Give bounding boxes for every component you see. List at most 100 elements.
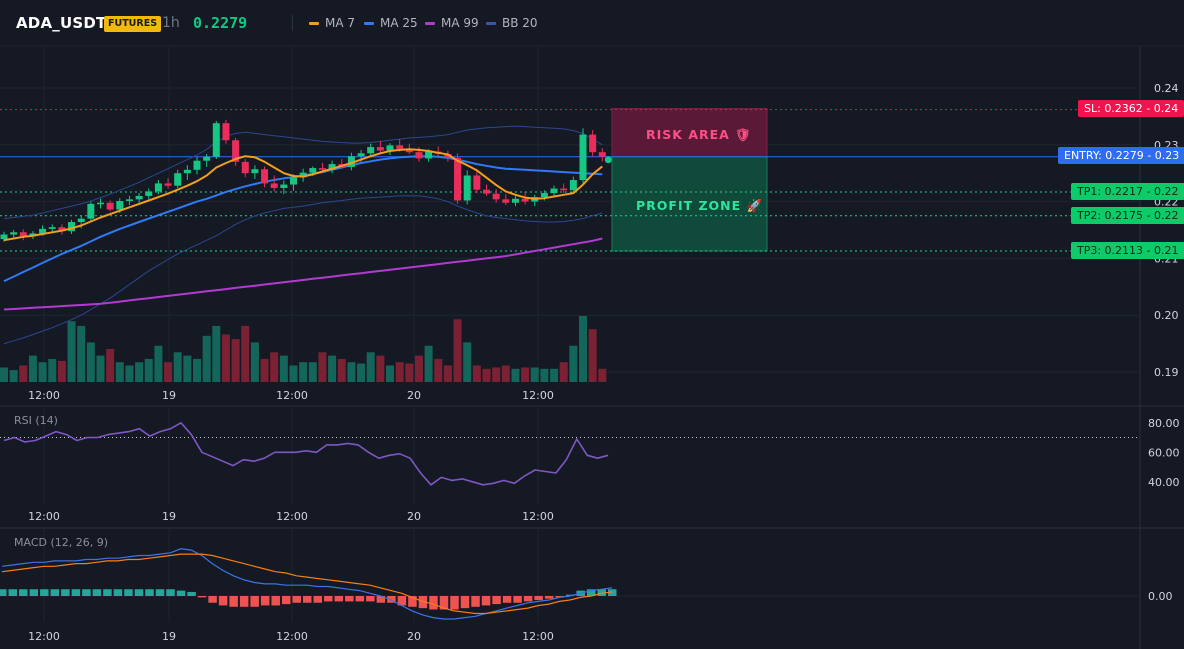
volume-bar — [395, 362, 404, 382]
candle-body — [540, 193, 548, 198]
time-axis-label: 19 — [162, 510, 176, 523]
macd-histogram-bar — [502, 596, 512, 603]
sl-tag-label: SL: 0.2362 — [1084, 102, 1143, 115]
candle-body — [183, 169, 191, 174]
macd-histogram-bar — [597, 589, 606, 596]
candle-body — [116, 201, 124, 210]
ma99-swatch-icon — [425, 21, 435, 25]
time-axis-label: 19 — [162, 630, 176, 643]
candle-body — [145, 191, 153, 196]
candle-body — [347, 156, 355, 167]
price-axis-tick: 0.20 — [1154, 309, 1179, 322]
macd-histogram-bar — [608, 589, 617, 596]
volume-bar — [115, 362, 124, 382]
candle-body — [77, 218, 85, 223]
macd-histogram-bar — [513, 596, 522, 603]
volume-bar — [492, 367, 501, 382]
volume-bar — [279, 355, 288, 382]
candle-body — [0, 234, 8, 240]
macd-histogram-bar — [82, 589, 91, 596]
volume-bar — [48, 358, 57, 382]
macd-histogram-bar — [50, 589, 60, 596]
volume-bar — [9, 370, 18, 382]
macd-histogram-bar — [334, 596, 344, 602]
macd-histogram-bar — [92, 589, 102, 596]
legend-bb20-label: BB 20 — [502, 16, 538, 30]
volume-bar — [579, 316, 587, 382]
price-axis-tick: 0.24 — [1154, 82, 1179, 95]
legend-ma25[interactable]: MA 25 — [364, 16, 418, 30]
macd-histogram-bar — [534, 596, 543, 601]
legend-ma99[interactable]: MA 99 — [425, 16, 479, 30]
candle-body — [68, 222, 76, 232]
tp1-tag-label: TP1: 0.2217 — [1077, 185, 1144, 198]
volume-bar — [434, 358, 443, 382]
candle-body — [10, 232, 18, 235]
macd-histogram-bar — [208, 596, 217, 603]
candle-body — [203, 156, 211, 161]
volume-bar — [405, 363, 414, 382]
candle-body — [463, 175, 471, 201]
candle-body — [58, 227, 66, 232]
volume-bar — [183, 355, 192, 382]
macd-histogram-bar — [355, 596, 365, 602]
ma7-swatch-icon — [309, 21, 319, 25]
macd-histogram-bar — [408, 596, 417, 607]
volume-bar — [540, 368, 549, 382]
volume-bar — [231, 339, 240, 382]
volume-bar — [511, 368, 520, 382]
macd-histogram-bar — [166, 589, 175, 596]
volume-bar — [299, 362, 308, 382]
legend-bb20[interactable]: BB 20 — [486, 16, 538, 30]
last-price-marker-icon — [604, 156, 612, 164]
candle-body — [261, 169, 269, 184]
legend-ma25-label: MA 25 — [380, 16, 418, 30]
candle-body — [299, 172, 307, 178]
candle-body — [193, 160, 201, 170]
macd-title: MACD (12, 26, 9) — [14, 536, 108, 549]
time-axis-label: 12:00 — [276, 630, 308, 643]
macd-histogram-bar — [376, 596, 386, 603]
header-divider — [292, 15, 293, 31]
macd-histogram-bar — [260, 596, 270, 606]
volume-bar — [347, 362, 356, 382]
volume-bar — [376, 355, 385, 382]
macd-histogram-bar — [460, 596, 470, 609]
volume-bar — [482, 368, 491, 382]
timeframe-selector[interactable]: 1h — [162, 15, 180, 31]
macd-histogram-bar — [197, 596, 207, 598]
time-axis-label: 12:00 — [276, 510, 308, 523]
candle-body — [376, 147, 384, 151]
volume-bar — [521, 367, 530, 382]
candle-body — [270, 183, 278, 188]
symbol-name[interactable]: ADA_USDT — [16, 14, 107, 32]
candle-body — [598, 152, 606, 157]
candle-body — [154, 183, 162, 192]
macd-histogram-bar — [366, 596, 375, 602]
candle-body — [212, 123, 220, 157]
volume-bar — [202, 335, 211, 382]
candle-body — [396, 145, 404, 149]
profit-zone-label: PROFIT ZONE 🚀 — [636, 198, 764, 213]
candle-body — [511, 198, 519, 203]
candle-body — [48, 227, 56, 229]
macd-histogram-bar — [397, 596, 407, 606]
macd-histogram-bar — [481, 596, 491, 606]
legend-ma7-label: MA 7 — [325, 16, 356, 30]
macd-histogram-bar — [218, 596, 228, 606]
volume-bar — [57, 360, 66, 382]
volume-bar — [125, 365, 134, 382]
rsi-axis-tick: 80.00 — [1148, 417, 1180, 430]
volume-bar — [250, 342, 259, 382]
candle-body — [241, 161, 249, 174]
legend-ma7[interactable]: MA 7 — [309, 16, 355, 30]
macd-histogram-bar — [544, 596, 554, 599]
time-axis-label: 12:00 — [522, 630, 554, 643]
sl-price-tag: SL: 0.2362 - 0.24 — [1078, 100, 1184, 117]
candle-body — [386, 145, 394, 151]
risk-area-zone — [611, 108, 768, 158]
rsi-axis-tick: 60.00 — [1148, 446, 1180, 459]
macd-histogram-bar — [0, 589, 7, 596]
macd-line — [1, 548, 613, 620]
